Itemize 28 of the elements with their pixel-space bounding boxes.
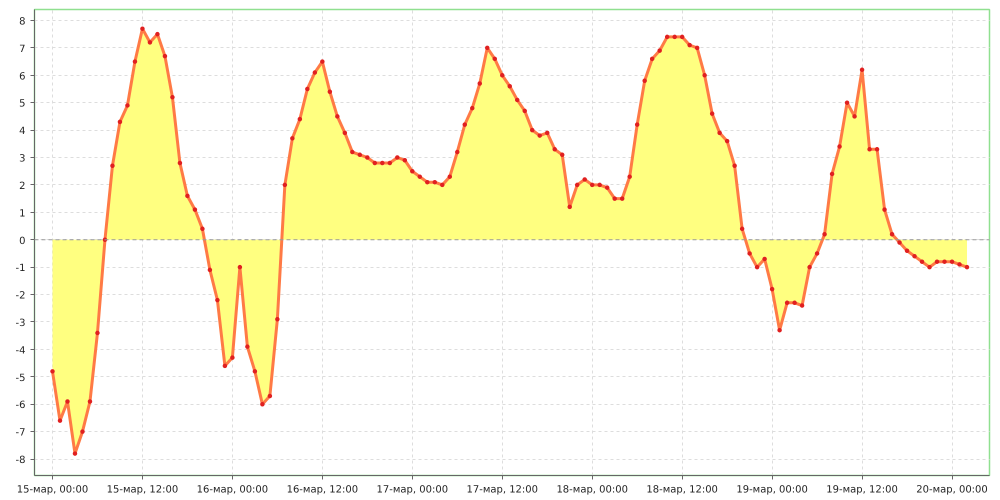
y-tick-label: 3 (19, 154, 26, 165)
x-tick-label: 20-мар, 00:00 (916, 484, 988, 496)
y-tick-label: 6 (19, 71, 26, 82)
y-tick-label: -2 (16, 290, 26, 302)
x-tick-label: 18-мар, 12:00 (646, 484, 718, 496)
x-tick-label: 16-мар, 00:00 (196, 484, 268, 496)
y-tick-label: -3 (16, 318, 26, 329)
y-tick-label: 0 (19, 236, 26, 247)
y-tick-label: 8 (19, 16, 26, 28)
y-tick-label: 1 (19, 208, 26, 220)
x-tick-label: 15-мар, 00:00 (16, 484, 88, 496)
x-tick-label: 17-мар, 12:00 (466, 484, 538, 496)
y-tick-label: -5 (16, 372, 26, 384)
y-tick-label: 7 (19, 44, 26, 55)
y-tick-label: -7 (16, 428, 26, 439)
y-tick-label: 5 (19, 98, 26, 110)
x-tick-label: 19-мар, 12:00 (826, 484, 898, 496)
y-tick-label: -8 (16, 455, 26, 466)
x-tick-label: 18-мар, 00:00 (556, 484, 628, 496)
x-tick-label: 15-мар, 12:00 (106, 484, 178, 496)
x-tick-label: 17-мар, 00:00 (376, 484, 448, 496)
y-tick-label: 4 (19, 126, 26, 138)
y-tick-label: -1 (16, 263, 26, 274)
x-tick-label: 19-мар, 00:00 (736, 484, 808, 496)
y-tick-label: -4 (16, 345, 26, 356)
y-tick-label: -6 (16, 400, 26, 412)
x-tick-label: 16-мар, 12:00 (286, 484, 358, 496)
y-tick-label: 2 (19, 180, 26, 192)
